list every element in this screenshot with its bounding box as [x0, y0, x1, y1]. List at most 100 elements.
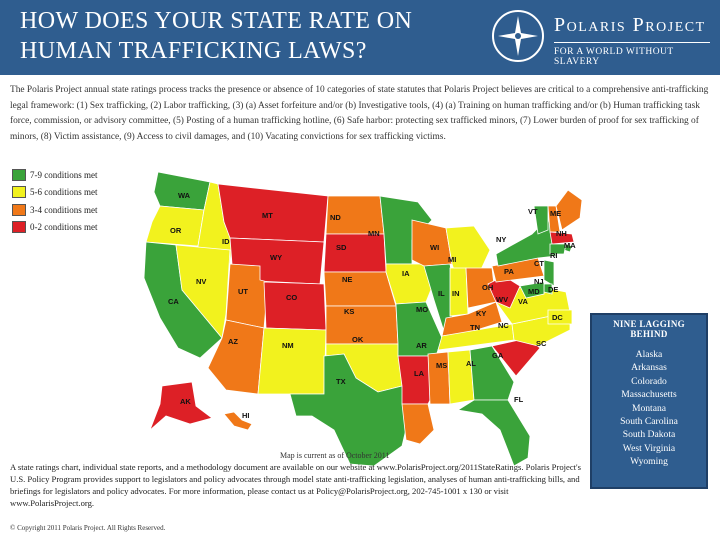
- state-label-il: IL: [438, 289, 445, 298]
- polaris-star-icon: [492, 10, 544, 62]
- state-label-in: IN: [452, 289, 460, 298]
- state-label-ks: KS: [344, 307, 354, 316]
- state-ma: [549, 231, 575, 245]
- state-label-ok: OK: [352, 335, 364, 344]
- state-label-mi: MI: [448, 255, 456, 264]
- state-label-sc: SC: [536, 339, 547, 348]
- legend-swatch: [12, 221, 26, 234]
- title-line-2: HUMAN TRAFFICKING LAWS?: [20, 38, 367, 64]
- logo-tagline: FOR A WORLD WITHOUT SLAVERY: [554, 47, 674, 67]
- logo-name: Polaris Project: [554, 14, 706, 36]
- state-label-ga: GA: [492, 351, 504, 360]
- state-md: [519, 281, 545, 299]
- state-label-va: VA: [518, 297, 528, 306]
- state-nh: [547, 205, 561, 233]
- legend-item: 7-9 conditions met: [12, 166, 132, 184]
- state-label-ri: RI: [550, 251, 558, 260]
- legend-label: 3-4 conditions met: [30, 204, 98, 215]
- legend-swatch: [12, 168, 26, 181]
- state-label-sd: SD: [336, 243, 347, 252]
- state-label-nh: NH: [556, 229, 567, 238]
- state-label-co: CO: [286, 293, 297, 302]
- legend-swatch: [12, 186, 26, 199]
- state-label-al: AL: [466, 359, 476, 368]
- title-line-1: HOW DOES YOUR STATE RATE ON: [20, 8, 413, 34]
- legend-item: 5-6 conditions met: [12, 184, 132, 202]
- state-label-pa: PA: [504, 267, 514, 276]
- state-tx: [289, 353, 413, 467]
- state-label-nv: NV: [196, 277, 206, 286]
- legend-label: 5-6 conditions met: [30, 187, 98, 198]
- polaris-logo: Polaris Project FOR A WORLD WITHOUT SLAV…: [492, 8, 714, 68]
- state-hi: [223, 411, 253, 431]
- logo-divider: [554, 42, 710, 43]
- lagging-state: Colorado: [631, 375, 667, 387]
- state-nv: [175, 244, 231, 339]
- state-or: [145, 205, 205, 247]
- page-title: HOW DOES YOUR STATE RATE ON HUMAN TRAFFI…: [20, 6, 490, 66]
- state-ak: [149, 381, 213, 431]
- footer-paragraph: A state ratings chart, individual state …: [10, 462, 581, 508]
- state-me: [555, 189, 583, 231]
- state-label-wa: WA: [178, 191, 191, 200]
- header-banner: HOW DOES YOUR STATE RATE ON HUMAN TRAFFI…: [0, 0, 720, 75]
- state-dc: [547, 309, 573, 325]
- state-ne: [323, 271, 397, 307]
- state-label-mn: MN: [368, 229, 380, 238]
- lagging-state: Wyoming: [630, 456, 668, 468]
- state-label-az: AZ: [228, 337, 238, 346]
- state-label-ct: CT: [534, 259, 544, 268]
- state-sd: [323, 233, 387, 273]
- lagging-title-line-2: BEHIND: [630, 329, 668, 339]
- state-label-ar: AR: [416, 341, 427, 350]
- state-label-ky: KY: [476, 309, 486, 318]
- legend-label: 0-2 conditions met: [30, 222, 98, 233]
- lagging-title: NINE LAGGING BEHIND: [592, 319, 706, 339]
- lagging-state: Massachusetts: [621, 389, 677, 401]
- lagging-state: South Carolina: [620, 416, 678, 428]
- state-fl: [456, 399, 531, 467]
- state-label-dc: DC: [552, 313, 563, 322]
- state-label-wy: WY: [270, 253, 282, 262]
- state-mt: [217, 183, 329, 243]
- state-label-me: ME: [550, 209, 561, 218]
- lagging-state: South Dakota: [622, 429, 676, 441]
- state-label-ut: UT: [238, 287, 248, 296]
- state-label-ia: IA: [402, 269, 410, 278]
- lagging-state: Arkansas: [631, 362, 667, 374]
- state-label-ny: NY: [496, 235, 506, 244]
- state-label-nc: NC: [498, 321, 509, 330]
- legend-swatch: [12, 203, 26, 216]
- state-label-wi: WI: [430, 243, 439, 252]
- intro-paragraph: The Polaris Project annual state ratings…: [10, 85, 709, 142]
- state-ms: [427, 351, 451, 405]
- map-legend: 7-9 conditions met 5-6 conditions met 3-…: [12, 166, 132, 236]
- state-label-nm: NM: [282, 341, 294, 350]
- lagging-state: Montana: [631, 402, 667, 414]
- state-label-ak: AK: [180, 397, 191, 406]
- legend-label: 7-9 conditions met: [30, 169, 98, 180]
- state-label-oh: OH: [482, 283, 493, 292]
- state-label-mo: MO: [416, 305, 428, 314]
- us-state-map: WA OR CA ID NV MT WY UT CO AZ NM ND SD NE KS OK TX MN IA MO…: [130, 168, 590, 468]
- copyright-notice: © Copyright 2011 Polaris Project. All Ri…: [10, 524, 166, 532]
- state-label-nj: NJ: [534, 277, 544, 286]
- state-label-md: MD: [528, 287, 540, 296]
- lagging-state-list: Alaska Arkansas Colorado Massachusetts M…: [592, 348, 706, 469]
- lagging-state: Alaska: [635, 349, 663, 360]
- state-label-tn: TN: [470, 323, 480, 332]
- state-label-nd: ND: [330, 213, 341, 222]
- state-label-ma: MA: [564, 241, 576, 250]
- state-ct: [549, 243, 567, 255]
- lagging-title-line-1: NINE LAGGING: [613, 319, 685, 329]
- state-label-ms: MS: [436, 361, 447, 370]
- state-nj: [543, 259, 555, 287]
- state-nm: [257, 327, 327, 395]
- state-vt: [533, 205, 549, 235]
- state-la: [401, 403, 435, 445]
- state-label-ca: CA: [168, 297, 179, 306]
- state-co: [263, 281, 327, 331]
- state-label-hi: HI: [242, 411, 250, 420]
- legend-item: 3-4 conditions met: [12, 201, 132, 219]
- state-label-mt: MT: [262, 211, 273, 220]
